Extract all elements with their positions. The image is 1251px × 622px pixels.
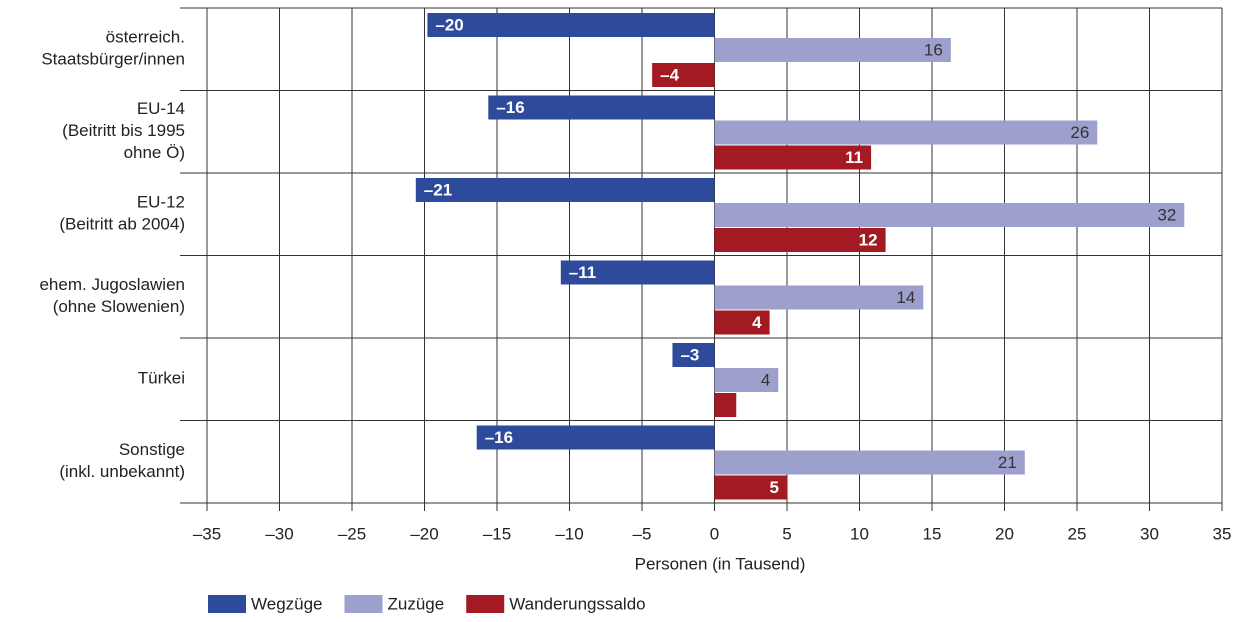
x-tick-label: –20 xyxy=(410,524,438,543)
y-tick-label: (ohne Slowenien) xyxy=(53,297,185,316)
x-tick-label: 30 xyxy=(1140,524,1159,543)
value-label: –21 xyxy=(424,180,452,199)
bar xyxy=(415,178,715,202)
bar xyxy=(560,260,715,285)
bar xyxy=(714,475,787,500)
value-label: 12 xyxy=(859,230,878,249)
value-label: –16 xyxy=(485,428,513,447)
legend-swatch xyxy=(208,595,246,613)
value-label: 26 xyxy=(1070,123,1089,142)
x-tick-label: –30 xyxy=(265,524,293,543)
y-tick-label: Türkei xyxy=(138,369,185,388)
bar xyxy=(714,145,872,170)
value-label: –4 xyxy=(660,65,679,84)
x-tick-label: –5 xyxy=(633,524,652,543)
value-label: –16 xyxy=(496,98,524,117)
bar xyxy=(714,285,924,310)
value-label: –3 xyxy=(680,345,699,364)
y-tick-label: österreich. xyxy=(106,28,185,47)
bar xyxy=(714,38,951,62)
legend-label: Wegzüge xyxy=(251,594,323,613)
x-tick-label: 35 xyxy=(1213,524,1232,543)
value-label: 4 xyxy=(761,370,770,389)
y-tick-label: (Beitritt ab 2004) xyxy=(59,215,185,234)
x-tick-label: –35 xyxy=(193,524,221,543)
value-label: 11 xyxy=(845,148,863,167)
bar xyxy=(427,13,715,37)
y-tick-label: ehem. Jugoslawien xyxy=(39,275,185,294)
y-tick-label: (inkl. unbekannt) xyxy=(59,462,185,481)
bar xyxy=(488,95,715,120)
y-tick-label: (Beitritt bis 1995 xyxy=(62,121,185,140)
x-tick-label: 20 xyxy=(995,524,1014,543)
y-tick-label: Sonstige xyxy=(119,440,185,459)
x-tick-label: 5 xyxy=(782,524,791,543)
bar xyxy=(714,393,737,417)
bar xyxy=(714,368,779,392)
value-label: –20 xyxy=(435,15,463,34)
value-label: 16 xyxy=(924,40,943,59)
bar xyxy=(714,203,1185,227)
bar xyxy=(714,120,1098,145)
x-tick-label: –10 xyxy=(555,524,583,543)
value-label: 4 xyxy=(752,313,762,332)
value-label: 32 xyxy=(1157,205,1176,224)
bar xyxy=(714,450,1025,475)
value-label: 21 xyxy=(998,453,1017,472)
bar xyxy=(714,228,886,252)
x-tick-label: 25 xyxy=(1068,524,1087,543)
bar xyxy=(476,425,715,450)
x-tick-label: 10 xyxy=(850,524,869,543)
y-tick-label: Staatsbürger/innen xyxy=(41,50,185,69)
legend-label: Wanderungssaldo xyxy=(509,594,645,613)
x-axis-title: Personen (in Tausend) xyxy=(635,554,806,573)
bar xyxy=(714,310,770,335)
legend-swatch xyxy=(466,595,505,613)
value-label: 14 xyxy=(896,288,915,307)
x-tick-label: 0 xyxy=(710,524,719,543)
legend-label: Zuzüge xyxy=(388,594,445,613)
legend-swatch xyxy=(344,595,383,613)
y-tick-label: EU-14 xyxy=(137,99,185,118)
y-tick-label: ohne Ö) xyxy=(124,143,185,162)
bar xyxy=(652,63,715,87)
x-tick-label: 15 xyxy=(923,524,942,543)
value-label: 5 xyxy=(770,478,779,497)
x-tick-label: –25 xyxy=(338,524,366,543)
value-label: –11 xyxy=(569,263,596,282)
bar xyxy=(672,343,715,367)
y-tick-label: EU-12 xyxy=(137,193,185,212)
x-tick-label: –15 xyxy=(483,524,511,543)
